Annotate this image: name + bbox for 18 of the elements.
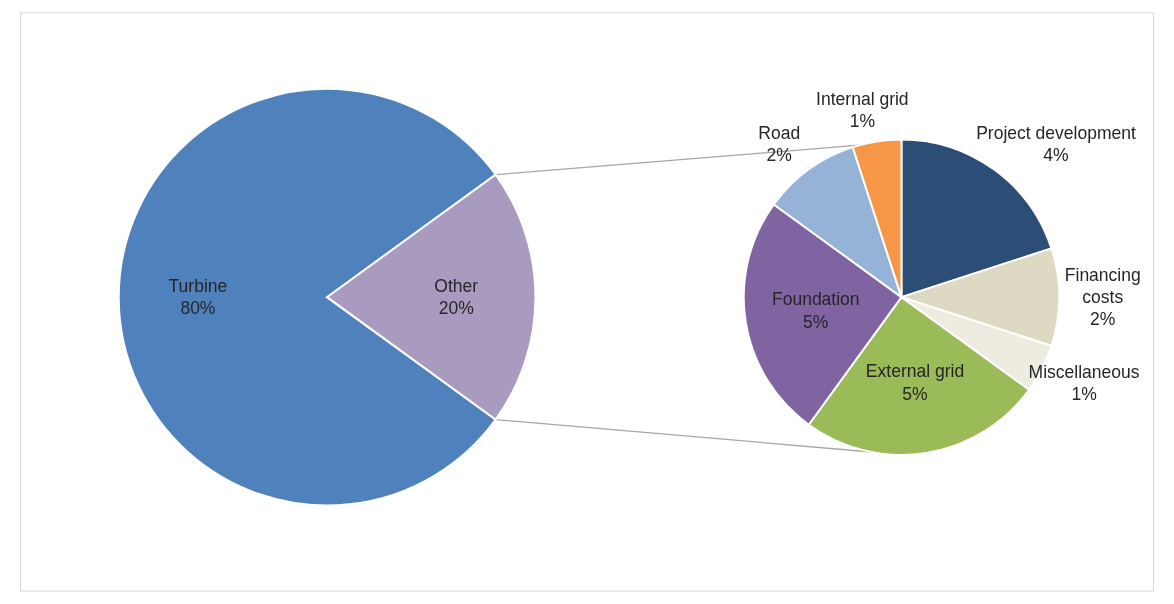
data-label: 5% bbox=[803, 311, 829, 332]
data-label: 4% bbox=[1043, 145, 1069, 166]
data-label: 20% bbox=[438, 298, 474, 319]
slice-label: Turbine bbox=[168, 275, 228, 296]
slice-label: External grid bbox=[865, 361, 965, 382]
data-label: 5% bbox=[902, 383, 928, 404]
slice-label: Internal grid bbox=[816, 88, 909, 109]
data-label: 1% bbox=[1071, 384, 1097, 405]
slice-label: Other bbox=[434, 275, 479, 296]
slice-label: Project development bbox=[976, 122, 1136, 143]
slice-label: Foundation bbox=[771, 289, 860, 310]
data-label: 2% bbox=[1090, 309, 1116, 330]
data-label: 2% bbox=[766, 145, 792, 166]
slice-label: Miscellaneous bbox=[1028, 361, 1140, 382]
data-label: 80% bbox=[180, 298, 216, 319]
slice-label: Financing costs bbox=[1064, 264, 1141, 307]
data-label: 1% bbox=[849, 111, 875, 132]
slice-label: Road bbox=[758, 122, 801, 143]
